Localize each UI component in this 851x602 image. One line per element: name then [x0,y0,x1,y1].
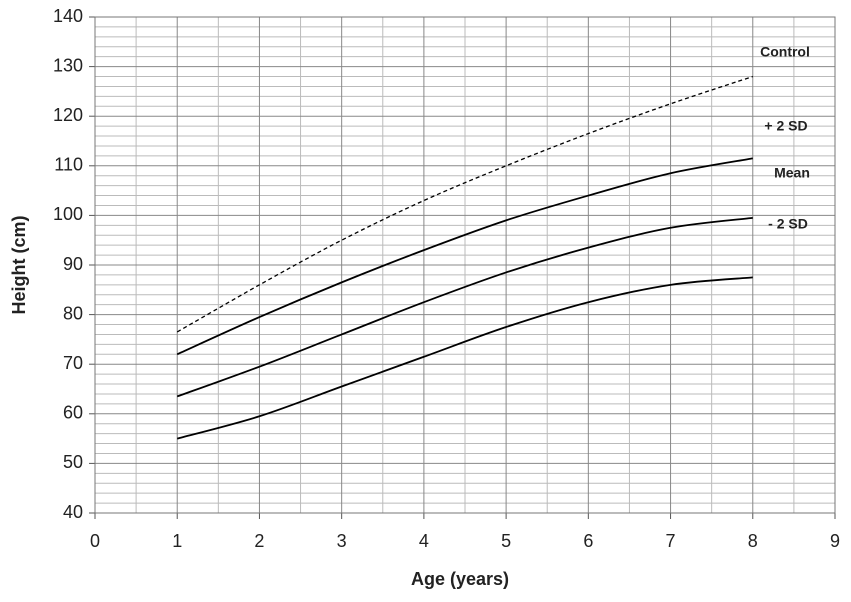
y-axis-title: Height (cm) [9,215,29,314]
series-line [176,75,753,333]
x-tick-label: 0 [90,531,100,551]
y-tick-label: 70 [63,353,83,373]
series-line [176,157,753,356]
series-line [176,216,753,398]
y-tick-label: 60 [63,403,83,423]
x-tick-label: 7 [666,531,676,551]
y-tick-label: 100 [53,204,83,224]
x-tick-label: 3 [337,531,347,551]
y-tick-label: 90 [63,254,83,274]
x-tick-label: 6 [583,531,593,551]
y-tick-label: 140 [53,6,83,26]
y-tick-label: 120 [53,105,83,125]
x-tick-label: 5 [501,531,511,551]
x-tick-label: 4 [419,531,429,551]
y-tick-label: 50 [63,452,83,472]
series-label: + 2 SD [764,118,807,134]
x-tick-label: 2 [254,531,264,551]
y-tick-label: 40 [63,502,83,522]
series-label: - 2 SD [768,216,808,232]
series-line [176,276,753,440]
x-axis-title: Age (years) [411,569,509,589]
x-tick-label: 9 [830,531,840,551]
y-tick-label: 110 [54,155,83,175]
plot-border [94,16,836,514]
x-tick-label: 8 [748,531,758,551]
y-tick-label: 130 [53,55,83,75]
y-tick-label: 80 [63,303,83,323]
series-label: Mean [774,165,810,181]
x-tick-label: 1 [172,531,182,551]
series-label: Control [760,44,810,60]
